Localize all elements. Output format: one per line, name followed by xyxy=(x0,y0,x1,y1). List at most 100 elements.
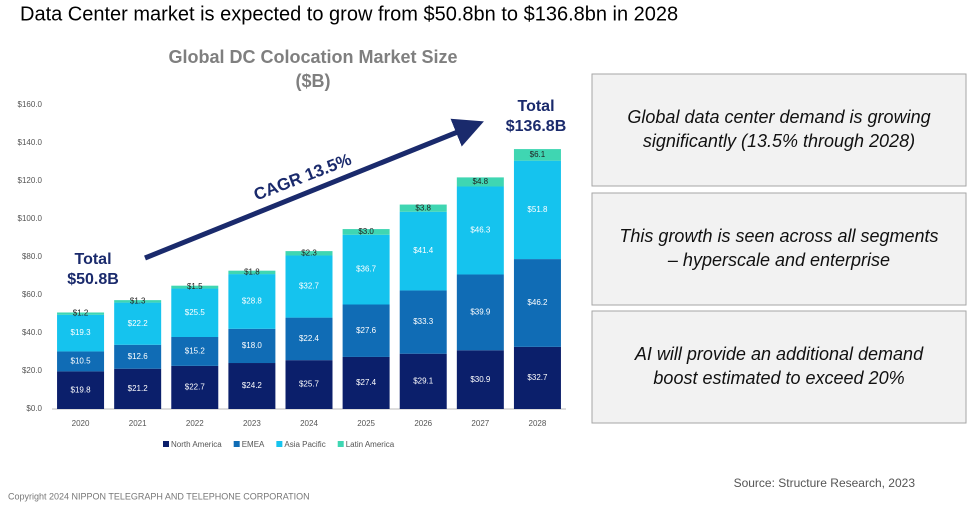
bar-segment xyxy=(456,177,504,187)
value-label: $22.7 xyxy=(185,383,206,392)
value-label: $41.4 xyxy=(413,246,434,255)
bar-segment xyxy=(342,229,390,235)
value-label: $1.3 xyxy=(130,296,146,305)
value-label: $36.7 xyxy=(356,265,377,274)
x-tick-label: 2023 xyxy=(243,419,261,428)
bar-segment xyxy=(399,290,447,354)
bar-segment xyxy=(456,350,504,409)
bar-segment xyxy=(513,259,561,347)
legend-label: Asia Pacific xyxy=(284,440,325,449)
bar-segment xyxy=(513,149,561,161)
bar-segment xyxy=(513,346,561,409)
text-box xyxy=(591,310,967,424)
value-label: $39.9 xyxy=(470,307,491,316)
value-label: $27.6 xyxy=(356,326,377,335)
legend-label: Latin America xyxy=(346,440,395,449)
box-text: This growth is seen across all segments xyxy=(619,226,938,246)
bar-segment xyxy=(342,304,390,357)
value-label: $4.8 xyxy=(473,177,489,186)
x-tick-label: 2027 xyxy=(471,419,489,428)
legend-label: North America xyxy=(171,440,222,449)
value-label: $30.9 xyxy=(470,375,491,384)
value-label: $32.7 xyxy=(527,373,548,382)
value-label: $1.2 xyxy=(73,309,89,318)
bar-segment xyxy=(285,255,333,318)
x-tick-label: 2026 xyxy=(414,419,432,428)
legend-swatch xyxy=(163,441,169,447)
bar-segment xyxy=(456,186,504,275)
slide-title: Data Center market is expected to grow f… xyxy=(20,3,678,25)
bar-segment xyxy=(114,344,162,369)
y-tick-label: $140.0 xyxy=(18,138,43,147)
y-tick-label: $160.0 xyxy=(18,100,43,109)
value-label: $33.3 xyxy=(413,317,434,326)
value-label: $6.1 xyxy=(530,150,546,159)
bar-segment xyxy=(57,314,105,352)
value-label: $32.7 xyxy=(299,282,320,291)
value-label: $51.8 xyxy=(527,205,548,214)
bar-segment xyxy=(399,204,447,212)
bar-segment xyxy=(285,360,333,409)
y-tick-label: $0.0 xyxy=(26,404,42,413)
bar-segment xyxy=(228,270,276,275)
bar-segment xyxy=(228,328,276,364)
value-label: $46.2 xyxy=(527,298,548,307)
copyright: Copyright 2024 NIPPON TELEGRAPH AND TELE… xyxy=(8,491,310,501)
value-label: $10.5 xyxy=(71,357,92,366)
bar-segment xyxy=(57,312,105,315)
annotation: $50.8B xyxy=(67,271,119,288)
bar-segment xyxy=(57,351,105,372)
bar-segment xyxy=(399,353,447,409)
value-label: $21.2 xyxy=(128,384,149,393)
bar-segment xyxy=(285,251,333,256)
bar-segment xyxy=(228,363,276,409)
value-label: $12.6 xyxy=(128,352,149,361)
y-tick-label: $120.0 xyxy=(18,176,43,185)
value-label: $27.4 xyxy=(356,378,377,387)
legend-label: EMEA xyxy=(242,440,265,449)
bar-segment xyxy=(114,300,162,303)
value-label: $18.0 xyxy=(242,341,263,350)
chart-subtitle: ($B) xyxy=(296,71,331,91)
annotation: Total xyxy=(517,98,554,115)
value-label: $25.7 xyxy=(299,380,320,389)
y-tick-label: $60.0 xyxy=(22,290,43,299)
value-label: $29.1 xyxy=(413,376,434,385)
legend-swatch xyxy=(233,441,240,447)
box-text: Global data center demand is growing xyxy=(627,107,930,127)
bar-segment xyxy=(285,317,333,361)
text-box xyxy=(591,73,967,187)
bar-segment xyxy=(171,285,219,289)
box-text: AI will provide an additional demand xyxy=(634,344,924,364)
value-label: $24.2 xyxy=(242,381,263,390)
annotation: $136.8B xyxy=(506,118,567,135)
y-tick-label: $20.0 xyxy=(22,366,43,375)
value-label: $46.3 xyxy=(470,226,491,235)
box-text: – hyperscale and enterprise xyxy=(667,250,890,270)
chart-title: Global DC Colocation Market Size xyxy=(168,47,457,67)
bar-segment xyxy=(114,368,162,409)
source: Source: Structure Research, 2023 xyxy=(734,476,916,490)
bar-segment xyxy=(228,274,276,329)
x-tick-label: 2022 xyxy=(186,419,204,428)
value-label: $15.2 xyxy=(185,347,206,356)
bar-segment xyxy=(171,288,219,337)
legend-swatch xyxy=(337,441,344,447)
value-label: $1.8 xyxy=(244,267,260,276)
y-tick-label: $80.0 xyxy=(22,252,43,261)
legend-swatch xyxy=(276,441,283,447)
value-label: $3.8 xyxy=(415,203,431,212)
value-label: $2.3 xyxy=(301,248,317,257)
y-tick-label: $100.0 xyxy=(18,214,43,223)
cagr-arrow xyxy=(144,118,484,261)
box-text: boost estimated to exceed 20% xyxy=(653,368,904,388)
bar-segment xyxy=(456,274,504,351)
value-label: $22.4 xyxy=(299,334,320,343)
x-tick-label: 2021 xyxy=(129,419,147,428)
bar-segment xyxy=(513,160,561,260)
value-label: $19.8 xyxy=(71,385,92,394)
bar-segment xyxy=(171,336,219,366)
value-label: $19.3 xyxy=(71,328,92,337)
bar-segment xyxy=(114,302,162,345)
